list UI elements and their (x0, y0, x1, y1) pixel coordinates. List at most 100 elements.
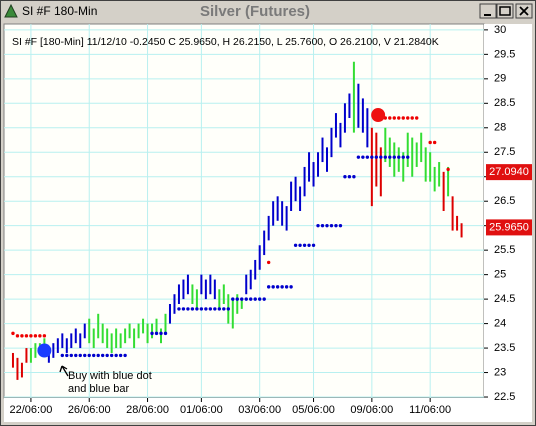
y-tick-label: 28.5 (494, 97, 515, 109)
stop-dot (392, 155, 396, 159)
price-tag-label: 27.0940 (489, 166, 529, 178)
stop-dot (275, 285, 280, 289)
title-bar (2, 2, 534, 22)
stop-dot (78, 353, 82, 358)
stop-dot (347, 175, 352, 179)
maximize-icon (499, 6, 511, 16)
stop-dot (199, 307, 204, 311)
stop-dot (123, 353, 127, 358)
stop-dot (361, 155, 365, 159)
stop-dot (96, 353, 100, 358)
y-tick-label: 23.5 (494, 342, 515, 354)
window-title: SI #F 180-Min (22, 4, 97, 18)
stop-dot (293, 243, 298, 247)
y-tick-label: 29 (494, 73, 506, 85)
stop-dot (311, 243, 316, 247)
stop-dot (356, 155, 361, 159)
stop-dot (446, 167, 450, 172)
signal-dot (371, 108, 386, 123)
window-buttons[interactable] (479, 3, 533, 19)
y-tick-label: 30 (494, 24, 506, 36)
stop-dot (280, 285, 284, 289)
y-tick-label: 24 (494, 317, 506, 329)
chart-title: Silver (Futures) (200, 3, 310, 20)
stop-dot (87, 353, 91, 358)
x-tick-label: 22/06:00 (10, 404, 53, 416)
y-tick-label: 22.5 (494, 391, 515, 403)
stop-dot (316, 223, 320, 228)
stop-dot (38, 334, 42, 338)
stop-dot (163, 331, 168, 336)
stop-dot (388, 155, 392, 159)
stop-dot (320, 223, 325, 228)
stop-dot (33, 334, 38, 338)
stop-dot (249, 297, 253, 301)
stop-dot (69, 353, 73, 358)
stop-dot (213, 307, 217, 311)
stop-dot (406, 116, 410, 120)
stop-dot (329, 223, 334, 228)
stop-dot (343, 175, 347, 179)
x-tick-label: 01/06:00 (180, 404, 223, 416)
stop-dot (114, 353, 118, 358)
stop-dot (244, 297, 248, 301)
stop-dot (334, 223, 338, 228)
x-tick-label: 11/06:00 (409, 404, 451, 416)
y-tick-label: 27.5 (494, 146, 515, 158)
price-tag (486, 164, 532, 181)
stop-dot (190, 307, 195, 311)
info-line: SI #F [180-Min] 11/12/10 -0.2450 C 25.96… (12, 36, 439, 48)
stop-dot (370, 155, 374, 159)
x-tick-label: 03/06:00 (238, 404, 281, 416)
stop-dot (240, 297, 244, 301)
y-axis-area (484, 24, 532, 398)
x-tick-label: 05/06:00 (292, 404, 335, 416)
stop-dot (410, 116, 414, 120)
stop-dot (432, 140, 437, 145)
stop-dot (401, 116, 405, 120)
stop-dot (428, 140, 432, 145)
stop-dot (253, 297, 257, 301)
marks (11, 61, 463, 380)
price-tag (486, 219, 532, 236)
stop-dot (42, 334, 47, 338)
stop-dot (325, 223, 329, 228)
stop-dot (181, 307, 186, 311)
price-tag-label: 25.9650 (489, 221, 529, 233)
annotation-line: and blue bar (68, 383, 129, 395)
y-tick-label: 29.5 (494, 48, 515, 60)
stop-dot (118, 353, 123, 358)
stop-dot (11, 331, 15, 336)
stop-dot (365, 155, 370, 159)
stop-dot (262, 297, 266, 301)
stop-dot (392, 116, 396, 120)
stop-dot (266, 285, 271, 289)
stop-dot (20, 334, 24, 338)
stop-dot (222, 307, 226, 311)
x-tick-label: 28/06:00 (126, 404, 169, 416)
close-icon (519, 6, 529, 16)
stop-dot (302, 243, 307, 247)
stop-dot (65, 353, 69, 358)
stop-dot (24, 334, 29, 338)
x-tick-label: 09/06:00 (350, 404, 393, 416)
stop-dot (383, 155, 388, 159)
stop-dot (159, 331, 163, 336)
stop-dot (258, 297, 262, 301)
stop-dot (231, 297, 235, 301)
stop-dot (150, 331, 154, 336)
stop-dot (15, 334, 20, 338)
stop-dot (195, 307, 199, 311)
stop-dot (271, 285, 275, 289)
annotation-line: Buy with blue dot (68, 370, 152, 382)
stop-dot (374, 155, 379, 159)
annotation-arrow (59, 365, 69, 377)
stop-dot (406, 155, 410, 159)
signal-dot (37, 343, 52, 358)
y-tick-label: 25 (494, 269, 506, 281)
stop-dot (415, 116, 419, 120)
stop-dot (352, 175, 356, 179)
stop-dot (100, 353, 105, 358)
stop-dot (109, 353, 114, 358)
app-icon (4, 3, 18, 18)
